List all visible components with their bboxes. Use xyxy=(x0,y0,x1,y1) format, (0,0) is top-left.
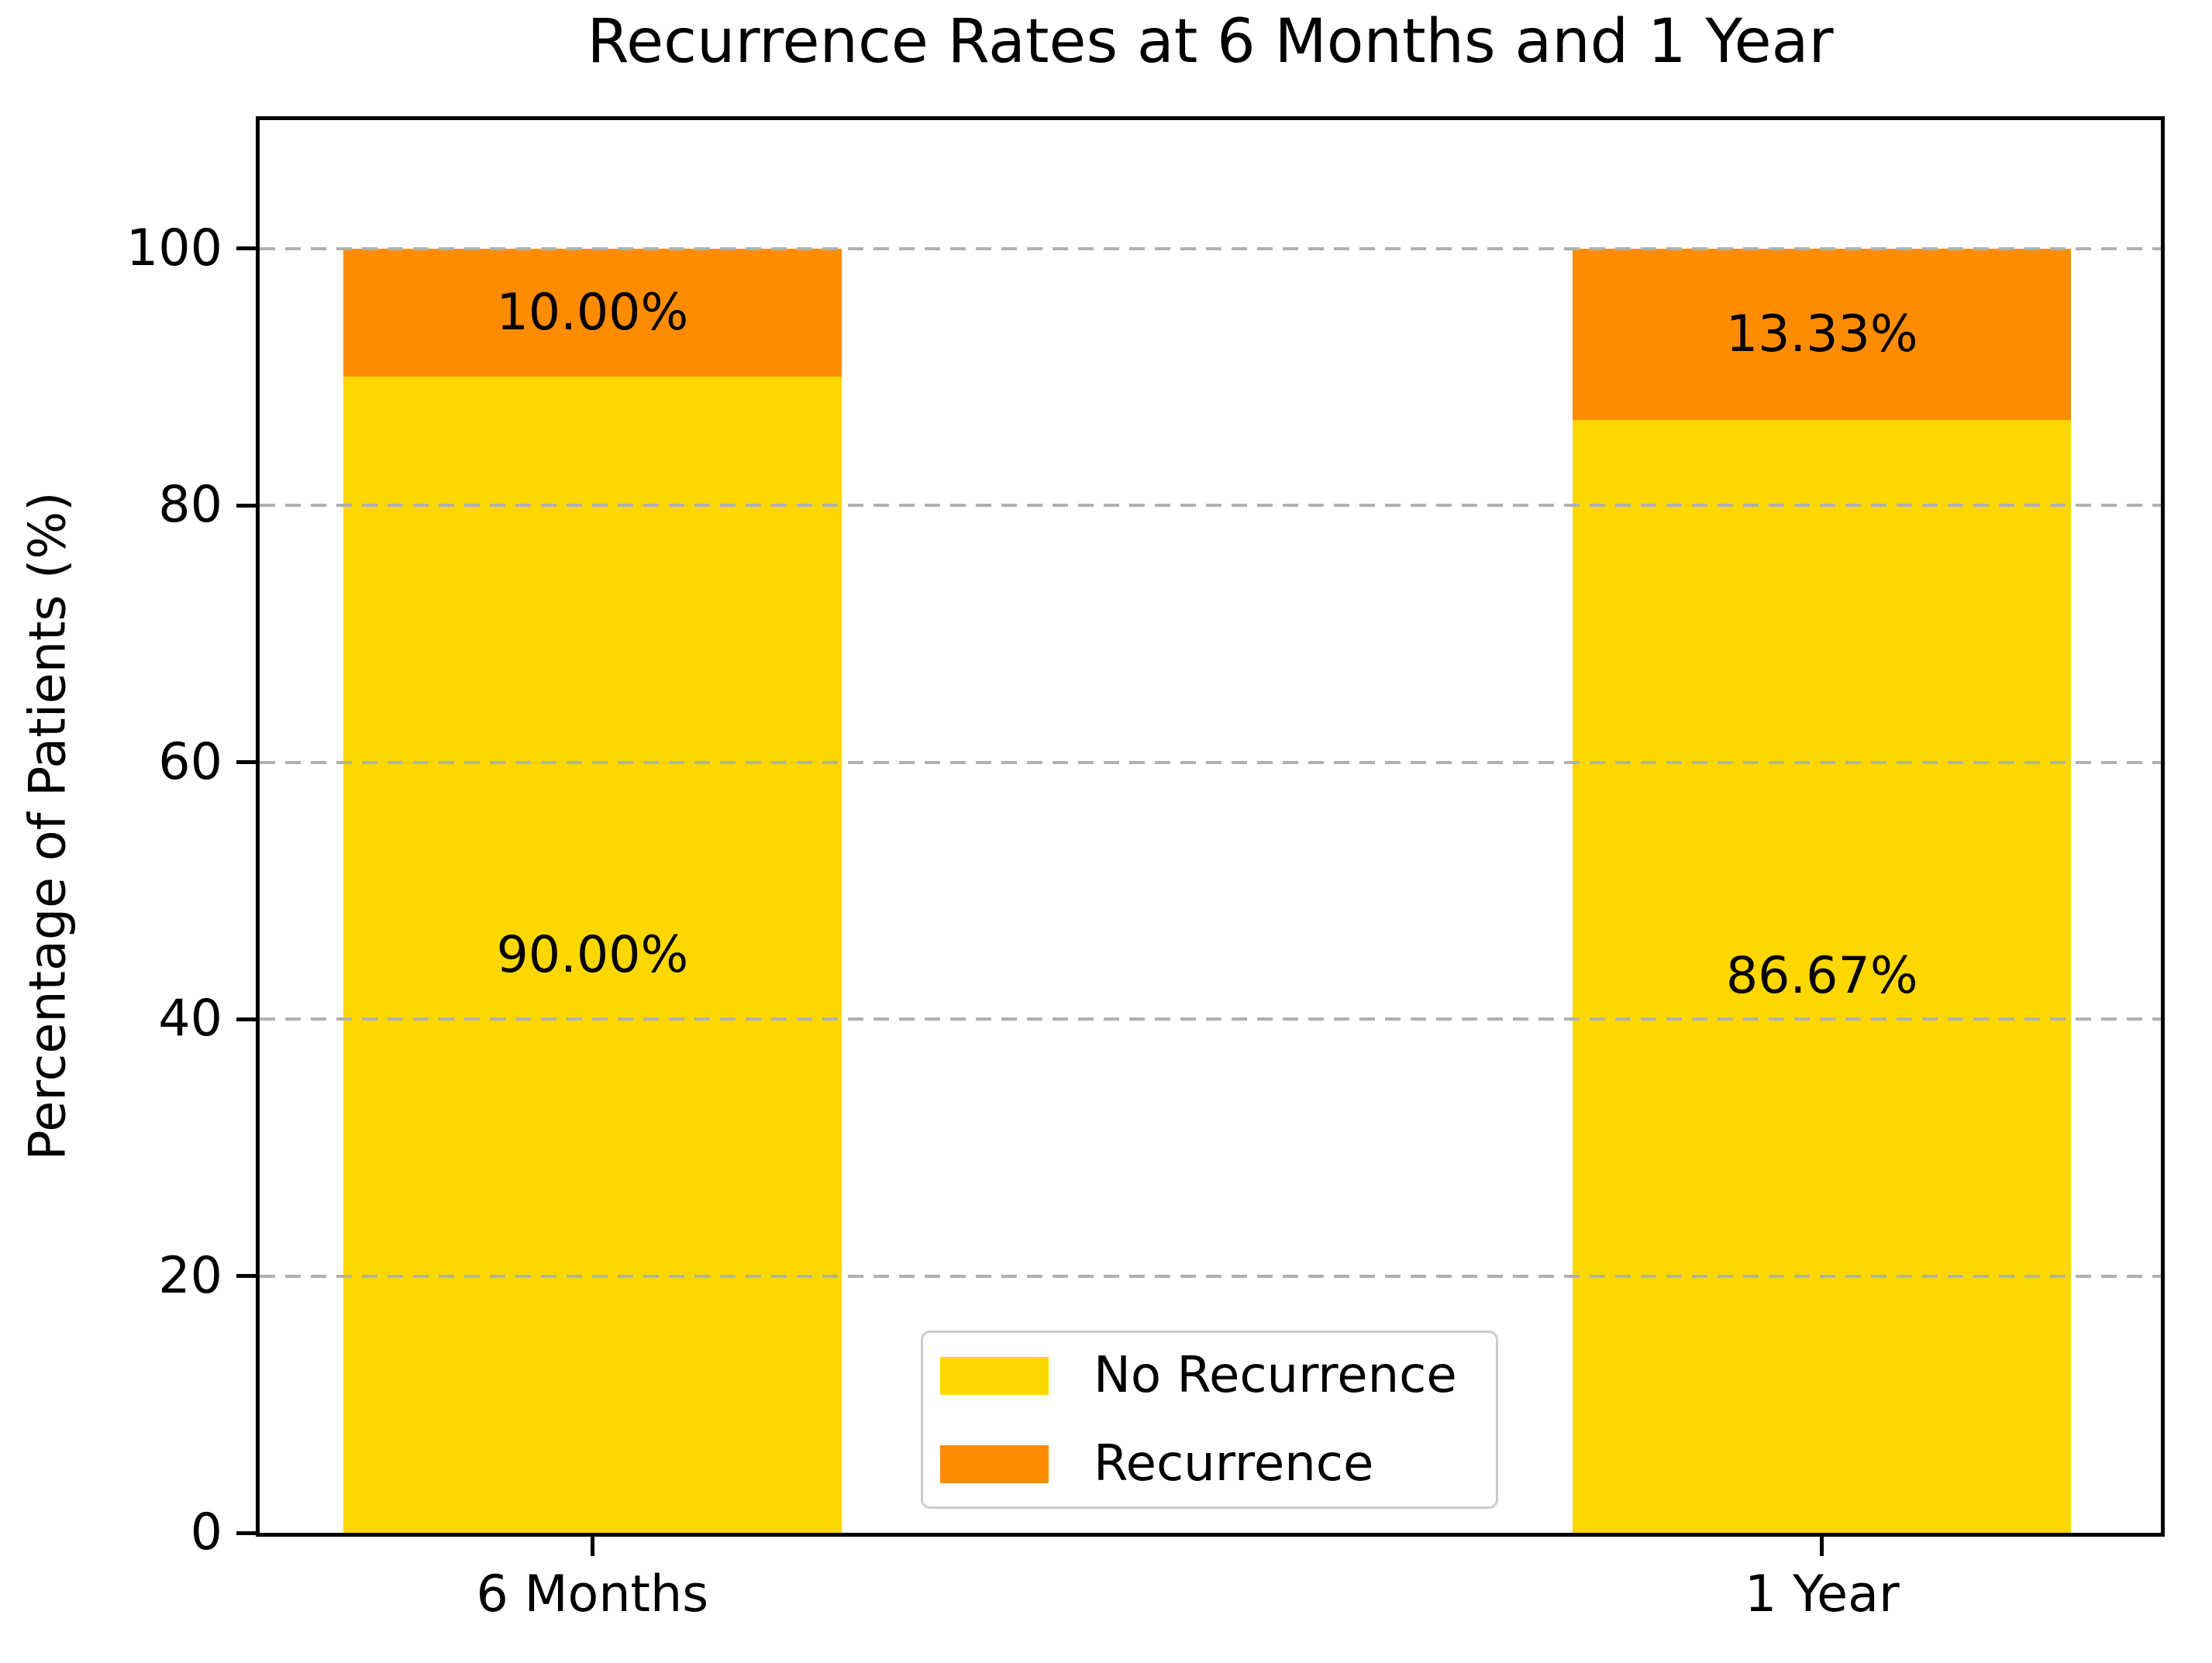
bar-segment-no-recurrence-2: 86.67% xyxy=(1573,419,2072,1533)
x-tick-label-2: 1 Year xyxy=(1745,1565,1900,1623)
y-axis-label: Percentage of Patients (%) xyxy=(19,491,78,1161)
y-tick-mark-20 xyxy=(236,1274,256,1279)
legend-swatch-no-recurrence-icon xyxy=(940,1356,1049,1395)
bar-value-label: 10.00% xyxy=(496,284,689,343)
y-tick-mark-0 xyxy=(236,1530,256,1535)
y-tick-label-20: 20 xyxy=(158,1246,222,1305)
y-tick-label-60: 60 xyxy=(158,732,222,791)
x-tick-label-1: 6 Months xyxy=(476,1565,709,1623)
y-tick-label-100: 100 xyxy=(126,219,222,277)
x-tick-mark-1 xyxy=(590,1537,594,1556)
plot-area: 90.00% 10.00% 86.67% 13.33% 0 20 40 60 80 100 6 Mo… xyxy=(126,116,2165,1623)
bar-segment-recurrence-1: 10.00% xyxy=(343,248,842,377)
bar-value-label: 86.67% xyxy=(1725,947,1918,1006)
y-tick-label-0: 0 xyxy=(190,1503,222,1561)
legend: No Recurrence Recurrence xyxy=(921,1331,1498,1509)
y-tick-label-40: 40 xyxy=(158,990,222,1048)
y-tick-label-80: 80 xyxy=(158,476,222,535)
y-tick-mark-60 xyxy=(236,760,256,765)
bar-value-label: 90.00% xyxy=(496,925,689,984)
x-tick-mark-2 xyxy=(1820,1537,1824,1556)
bar-value-label: 13.33% xyxy=(1725,305,1918,363)
bar-segment-recurrence-2: 13.33% xyxy=(1573,248,2072,420)
y-tick-mark-80 xyxy=(236,503,256,508)
legend-item-no-recurrence: No Recurrence xyxy=(940,1351,1496,1400)
y-tick-mark-100 xyxy=(236,246,256,251)
legend-label-recurrence: Recurrence xyxy=(1094,1435,1374,1493)
bar-segment-no-recurrence-1: 90.00% xyxy=(343,377,842,1533)
chart-title: Recurrence Rates at 6 Months and 1 Year xyxy=(587,7,1834,77)
legend-swatch-recurrence-icon xyxy=(940,1444,1049,1483)
legend-label-no-recurrence: No Recurrence xyxy=(1094,1347,1457,1404)
y-tick-mark-40 xyxy=(236,1017,256,1021)
legend-item-recurrence: Recurrence xyxy=(940,1439,1496,1489)
